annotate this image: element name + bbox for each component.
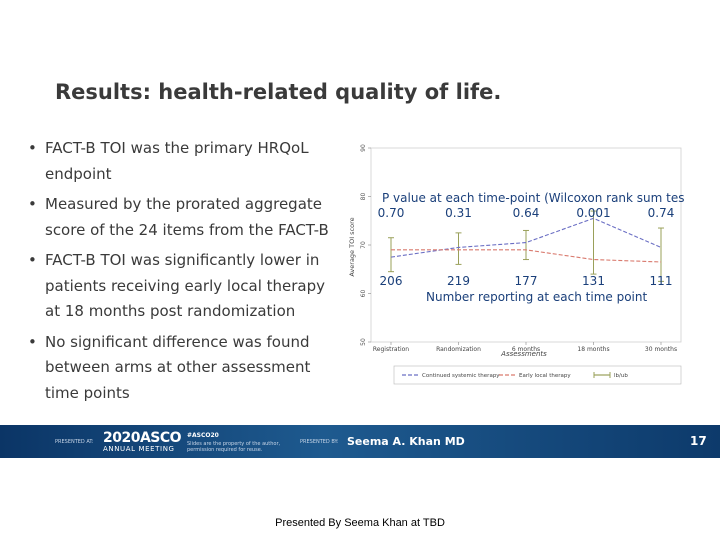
series-line: [391, 249, 662, 263]
bullet-glyph: •: [28, 139, 37, 157]
x-tick-label: 6 months: [512, 346, 540, 353]
count-label: 131: [582, 274, 605, 288]
y-tick-label: 60: [360, 290, 367, 298]
presented-by-label: PRESENTED BY:: [300, 439, 339, 445]
asco-meeting-label: ANNUAL MEETING: [103, 445, 175, 453]
hashtag-subtext-1: Slides are the property of the author,: [187, 441, 281, 447]
y-axis-label: Average TOI score: [348, 217, 356, 276]
bullet-item: • FACT-B TOI was significantly lower in p…: [26, 248, 336, 325]
counts-label: Number reporting at each time point: [426, 290, 647, 304]
pvalue-label: 0.64: [513, 206, 540, 220]
count-label: 206: [380, 274, 403, 288]
legend-label: lb/ub: [614, 373, 628, 379]
hashtag-subtext-2: permission required for reuse.: [187, 447, 263, 453]
legend-box: [393, 365, 682, 385]
slide-number: 17: [690, 434, 707, 448]
bullet-list: • FACT-B TOI was the primary HRQoL endpoi…: [26, 136, 336, 411]
slide-title: Results: health-related quality of life.: [55, 80, 502, 104]
y-tick-label: 80: [360, 193, 367, 201]
x-tick-label: Registration: [373, 346, 409, 353]
x-tick-label: 18 months: [577, 346, 609, 353]
bullet-text: FACT-B TOI was significantly lower in pa…: [45, 251, 326, 320]
bullet-glyph: •: [28, 332, 37, 351]
pvalue-label: 0.31: [445, 206, 472, 220]
presenter-name: Seema A. Khan MD: [347, 435, 465, 448]
bullet-text: FACT-B TOI was the primary HRQoL endpoin…: [45, 139, 309, 183]
footer-caption: Presented By Seema Khan at TBD: [275, 517, 445, 529]
x-axis-label: Assessments: [500, 350, 547, 358]
bullet-item: • FACT-B TOI was the primary HRQoL endpoi…: [26, 136, 336, 187]
asco-logo: 2020ASCO: [103, 430, 182, 446]
pvalue-label: 0.74: [648, 206, 675, 220]
legend-label: Early local therapy: [519, 373, 571, 379]
chart-background: [344, 142, 684, 390]
presented-at-label: PRESENTED AT:: [55, 439, 94, 445]
legend-label: Continued systemic therapy: [422, 373, 500, 379]
count-label: 111: [650, 274, 673, 288]
hashtag: #ASCO20: [187, 432, 219, 439]
pvalue-header: P value at each time-point (Wilcoxon ran…: [382, 191, 684, 205]
hrqol-line-chart: 50 60 70 80 90 Registration Randomization 6 mo…: [344, 142, 684, 390]
y-tick-label: 70: [360, 241, 367, 249]
pvalue-label: 0.70: [378, 206, 405, 220]
bullet-text: Measured by the prorated aggregate score…: [45, 195, 329, 239]
x-tick-label: Randomization: [436, 346, 481, 353]
y-tick-label: 90: [360, 144, 367, 152]
count-label: 177: [515, 274, 538, 288]
bullet-item: • No significant difference was found bet…: [26, 330, 336, 407]
y-tick-label: 50: [360, 338, 367, 346]
footer-banner: [0, 425, 720, 458]
pvalue-label: 0.001: [576, 206, 610, 220]
bullet-text: No significant difference was found betw…: [45, 332, 311, 402]
bullet-item: • Measured by the prorated aggregate scor…: [26, 192, 336, 243]
bullet-glyph: •: [28, 251, 37, 269]
count-label: 219: [447, 274, 470, 288]
series-line: [390, 217, 662, 258]
x-tick-label: 30 months: [645, 346, 677, 353]
bullet-glyph: •: [28, 195, 37, 213]
